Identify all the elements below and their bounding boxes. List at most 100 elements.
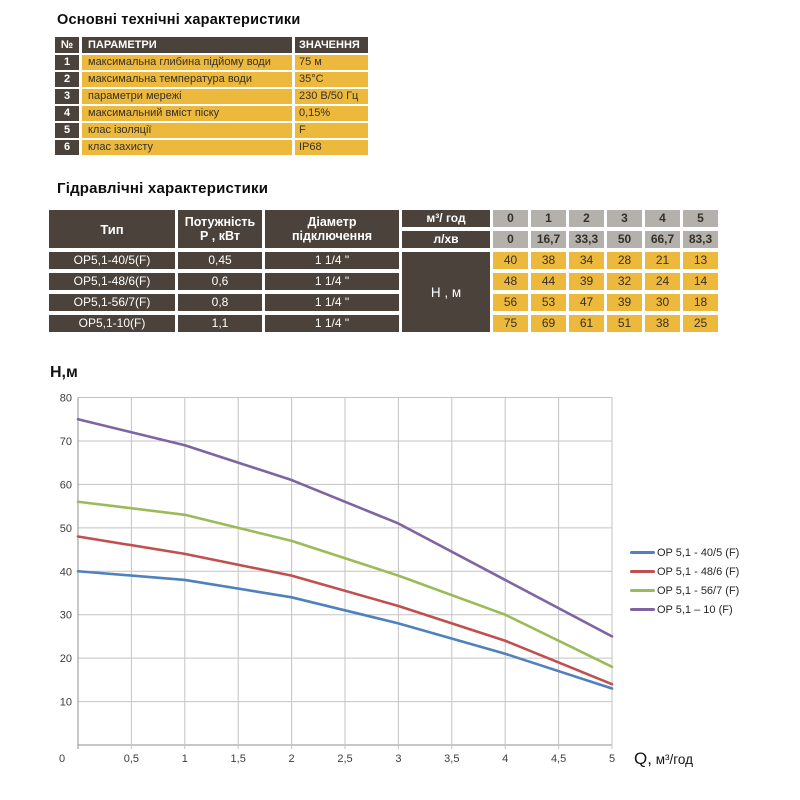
col-diameter-line1: Діаметр	[307, 215, 357, 229]
head-value: 21	[645, 252, 680, 269]
head-value: 44	[531, 273, 566, 290]
pump-type: ОР5,1-56/7(F)	[49, 294, 175, 311]
tech-col-param: ПАРАМЕТРИ	[82, 37, 292, 53]
col-power-line1: Потужність	[184, 215, 256, 229]
y-tick-label: 80	[60, 393, 72, 405]
y-tick-label: 70	[60, 436, 72, 448]
head-value: 13	[683, 252, 718, 269]
row-number: 6	[55, 140, 79, 155]
head-value: 38	[645, 315, 680, 332]
tech-table: № ПАРАМЕТРИ ЗНАЧЕННЯ 1 максимальна глибин…	[52, 35, 371, 157]
tech-table-row: 4 максимальний вміст піску 0,15%	[55, 106, 368, 121]
y-tick-label: 50	[60, 523, 72, 535]
head-value: 56	[493, 294, 528, 311]
chart-series	[76, 417, 614, 690]
pump-diameter: 1 1/4 "	[265, 294, 399, 311]
parameter-name: максимальна температура води	[82, 72, 292, 87]
col-diameter-line2: підключення	[291, 229, 373, 243]
y-tick-label: 30	[60, 610, 72, 622]
row-number: 4	[55, 106, 79, 121]
pump-diameter: 1 1/4 "	[265, 315, 399, 332]
x-tick-label: 4,5	[551, 753, 566, 765]
pump-type: ОР5,1-10(F)	[49, 315, 175, 332]
hydraulic-table-title: Гідравлічні характеристики	[57, 180, 269, 197]
tech-table-row: 3 параметри мережі 230 В/50 Гц	[55, 89, 368, 104]
head-value: 39	[607, 294, 642, 311]
x-tick-label: 1,5	[231, 753, 246, 765]
col-power-header: Потужність Р , кВт	[178, 210, 262, 248]
x-tick-label: 3,5	[444, 753, 459, 765]
parameter-value: 0,15%	[295, 106, 368, 121]
legend-label: OP 5,1 - 56/7 (F)	[657, 584, 740, 597]
row-number: 1	[55, 55, 79, 70]
row-number: 5	[55, 123, 79, 138]
chart-grid	[77, 397, 613, 749]
head-value: 24	[645, 273, 680, 290]
pump-power: 0,8	[178, 294, 262, 311]
y-tick-label: 40	[60, 566, 72, 578]
legend-line-swatch	[630, 570, 655, 573]
head-value: 39	[569, 273, 604, 290]
unit-min-cell: л/хв	[402, 231, 490, 248]
flow-min-value: 66,7	[645, 231, 680, 248]
col-type-header: Тип	[49, 210, 175, 248]
row-number: 3	[55, 89, 79, 104]
unit-hour-cell: м³/ год	[402, 210, 490, 227]
x-tick-label: 1	[182, 753, 188, 765]
pump-power: 1,1	[178, 315, 262, 332]
parameter-name: максимальна глибина підйому води	[82, 55, 292, 70]
pump-curves-chart: 10 20 30 40 50 60 70 80 0 0,5 1 1,5 2 2,5 3 3,5 4 4,5 5 Q,…	[59, 393, 693, 769]
pump-type: ОР5,1-40/5(F)	[49, 252, 175, 269]
hydraulic-table-row: ОР5,1-10(F) 1,1 1 1/4 " 75 69 61 51 38 25	[49, 315, 718, 332]
legend-line-swatch	[630, 551, 655, 554]
head-value: 32	[607, 273, 642, 290]
x-tick-label: 0	[59, 753, 65, 765]
col-diameter-header: Діаметр підключення	[265, 210, 399, 248]
parameter-value: 35°С	[295, 72, 368, 87]
pump-diameter: 1 1/4 "	[265, 252, 399, 269]
pump-curve	[76, 500, 614, 669]
head-value: 38	[531, 252, 566, 269]
y-tick-label: 10	[60, 697, 72, 709]
flow-min-value: 0	[493, 231, 528, 248]
hydraulic-header-row-2: л/хв 0 16,7 33,3 50 66,7 83,3	[49, 231, 718, 248]
x-label-q: Q,	[634, 749, 652, 768]
hydraulic-table-row: ОР5,1-48/6(F) 0,6 1 1/4 " 48 44 39 32 24 14	[49, 273, 718, 290]
x-tick-label: 2	[289, 753, 295, 765]
legend-item: OP 5,1 – 10 (F)	[630, 600, 739, 619]
tech-table-row: 2 максимальна температура води 35°С	[55, 72, 368, 87]
hydraulic-table-row: ОР5,1-40/5(F) 0,45 1 1/4 " Н , м 40 38 34 28 21 1…	[49, 252, 718, 332]
x-tick-label: 5	[609, 753, 615, 765]
pump-type: ОР5,1-48/6(F)	[49, 273, 175, 290]
hydraulic-table-body: ОР5,1-40/5(F) 0,45 1 1/4 " Н , м 40 38 34 28 21 1…	[49, 252, 718, 332]
head-value: 18	[683, 294, 718, 311]
legend-item: OP 5,1 - 56/7 (F)	[630, 581, 739, 600]
tech-col-num: №	[55, 37, 79, 53]
y-tick-label: 20	[60, 653, 72, 665]
head-value: 25	[683, 315, 718, 332]
head-value: 30	[645, 294, 680, 311]
flow-min-value: 33,3	[569, 231, 604, 248]
parameter-value: 230 В/50 Гц	[295, 89, 368, 104]
legend-label: OP 5,1 - 40/5 (F)	[657, 546, 740, 559]
flow-hour-value: 5	[683, 210, 718, 227]
tech-table-body: 1 максимальна глибина підйому води 75 м 2 ма…	[55, 55, 368, 155]
x-tick-label: 2,5	[337, 753, 352, 765]
head-value: 14	[683, 273, 718, 290]
parameter-value: 75 м	[295, 55, 368, 70]
parameter-name: клас захисту	[82, 140, 292, 155]
head-value: 69	[531, 315, 566, 332]
col-power-line2: Р , кВт	[200, 229, 240, 243]
parameter-value: F	[295, 123, 368, 138]
hydraulic-table: Тип Потужність Р , кВт Діаметр підключен…	[46, 206, 721, 336]
pump-power: 0,6	[178, 273, 262, 290]
head-value: 75	[493, 315, 528, 332]
legend-label: OP 5,1 – 10 (F)	[657, 603, 733, 616]
flow-hour-value: 0	[493, 210, 528, 227]
flow-min-value: 16,7	[531, 231, 566, 248]
head-value: 34	[569, 252, 604, 269]
x-tick-label: 3	[395, 753, 401, 765]
head-value: 47	[569, 294, 604, 311]
row-number: 2	[55, 72, 79, 87]
